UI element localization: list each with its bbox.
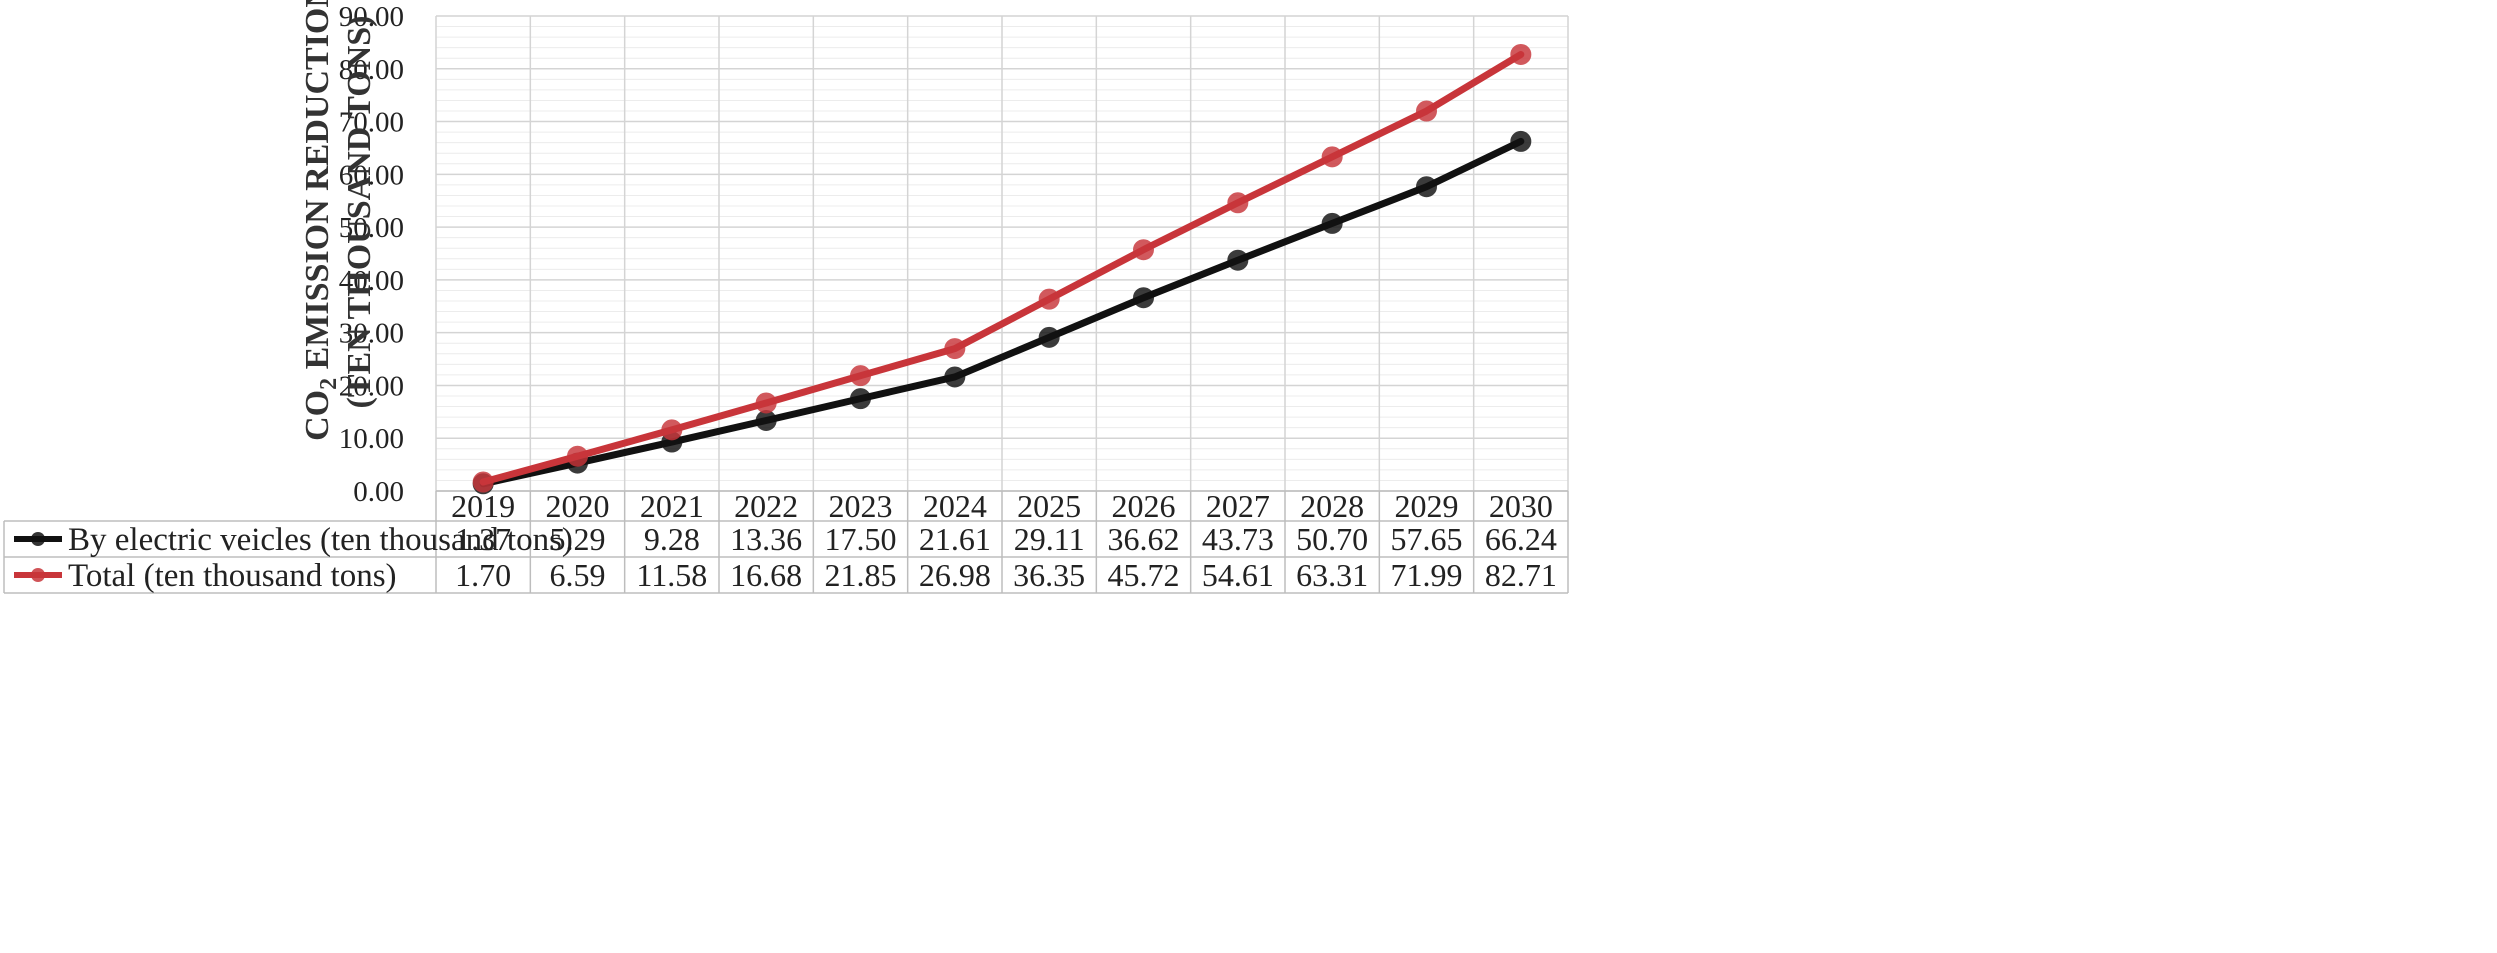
data-point bbox=[850, 365, 871, 387]
series-line bbox=[479, 137, 1525, 488]
data-point bbox=[472, 471, 494, 493]
y-tick-label: 60.00 bbox=[339, 159, 404, 191]
x-tick-label: 2024 bbox=[923, 488, 987, 524]
legend-key-marker bbox=[31, 532, 45, 546]
data-table-cell: 13.36 bbox=[730, 521, 802, 557]
data-point bbox=[1038, 288, 1060, 310]
data-point bbox=[1227, 192, 1249, 214]
data-table-cell: 36.35 bbox=[1013, 557, 1085, 593]
data-point bbox=[1321, 212, 1343, 234]
data-table-cell: 54.61 bbox=[1202, 557, 1274, 593]
data-table-cell: 16.68 bbox=[730, 557, 802, 593]
data-table-cell: 63.31 bbox=[1296, 557, 1368, 593]
data-point bbox=[1133, 287, 1154, 309]
y-tick-label: 30.00 bbox=[339, 318, 404, 350]
data-point bbox=[1133, 239, 1154, 261]
data-table: 2019 2020 2021 2022 2023 2024 2025 2026 2027 2028… bbox=[3, 488, 1569, 594]
y-axis-ticks: 0.00 10.00 20.00 30.00 40.00 50.00 60.00 70.00 8… bbox=[339, 1, 404, 508]
data-point bbox=[1416, 100, 1437, 122]
data-table-cell: 1.70 bbox=[455, 557, 511, 593]
data-table-cell: 11.58 bbox=[636, 557, 707, 593]
data-table-cell: 26.98 bbox=[919, 557, 991, 593]
data-table-cell: 9.28 bbox=[644, 521, 700, 557]
x-tick-label: 2029 bbox=[1395, 488, 1459, 524]
x-tick-label: 2023 bbox=[829, 488, 893, 524]
data-point bbox=[661, 419, 683, 441]
x-tick-label: 2027 bbox=[1206, 488, 1270, 524]
data-table-cell: 21.85 bbox=[825, 557, 897, 593]
x-tick-label: 2026 bbox=[1112, 488, 1176, 524]
x-tick-label: 2021 bbox=[640, 488, 704, 524]
y-axis-title-line2: (TEN THOUSAND TONS) bbox=[341, 16, 378, 409]
y-tick-label: 90.00 bbox=[339, 1, 404, 33]
data-table-cell: 1.37 bbox=[455, 521, 511, 557]
data-table-cell: 57.65 bbox=[1391, 521, 1463, 557]
data-table-cell: 5.29 bbox=[550, 521, 606, 557]
gridlines bbox=[435, 15, 1569, 492]
data-table-cell: 82.71 bbox=[1485, 557, 1557, 593]
x-tick-label: 2025 bbox=[1017, 488, 1081, 524]
data-point bbox=[755, 409, 777, 431]
data-point bbox=[850, 388, 871, 410]
y-tick-label: 70.00 bbox=[339, 107, 404, 139]
data-point bbox=[755, 392, 777, 414]
y-tick-label: 50.00 bbox=[339, 212, 404, 244]
x-tick-label: 2028 bbox=[1300, 488, 1364, 524]
y-tick-label: 0.00 bbox=[353, 476, 404, 508]
y-axis-title: CO2 EMISSION REDUCTION (TEN THOUSAND TON… bbox=[299, 0, 378, 441]
legend-label: Total (ten thousand tons) bbox=[68, 558, 397, 594]
data-point bbox=[1510, 43, 1532, 65]
data-point bbox=[944, 366, 966, 388]
data-table-cell: 66.24 bbox=[1485, 521, 1557, 557]
legend-key-marker bbox=[31, 568, 45, 582]
y-tick-label: 80.00 bbox=[339, 54, 404, 86]
data-table-cell: 45.72 bbox=[1108, 557, 1180, 593]
data-table-cell: 17.50 bbox=[825, 521, 897, 557]
data-table-cell: 36.62 bbox=[1108, 521, 1180, 557]
series-line bbox=[479, 50, 1525, 486]
x-tick-label: 2030 bbox=[1489, 488, 1553, 524]
data-table-cell: 50.70 bbox=[1296, 521, 1368, 557]
legend-label: By electric veicles (ten thousand tons) bbox=[68, 522, 573, 558]
data-table-cell: 6.59 bbox=[550, 557, 606, 593]
data-point bbox=[1321, 146, 1343, 168]
data-point bbox=[1416, 176, 1437, 198]
y-tick-label: 10.00 bbox=[339, 423, 404, 455]
data-table-cell: 21.61 bbox=[919, 521, 991, 557]
data-table-cell: 43.73 bbox=[1202, 521, 1274, 557]
y-tick-label: 20.00 bbox=[339, 370, 404, 402]
data-point bbox=[1038, 326, 1060, 348]
x-tick-label: 2020 bbox=[546, 488, 610, 524]
data-table-cell: 29.11 bbox=[1014, 521, 1085, 557]
data-table-cell: 71.99 bbox=[1391, 557, 1463, 593]
x-tick-label: 2022 bbox=[734, 488, 798, 524]
data-point bbox=[944, 338, 966, 360]
data-point bbox=[567, 445, 588, 467]
data-point bbox=[1510, 130, 1532, 152]
series-lines bbox=[472, 43, 1532, 495]
y-tick-label: 40.00 bbox=[339, 265, 404, 297]
data-point bbox=[1227, 249, 1249, 271]
y-axis-title-line1: CO2 EMISSION REDUCTION bbox=[299, 0, 342, 441]
